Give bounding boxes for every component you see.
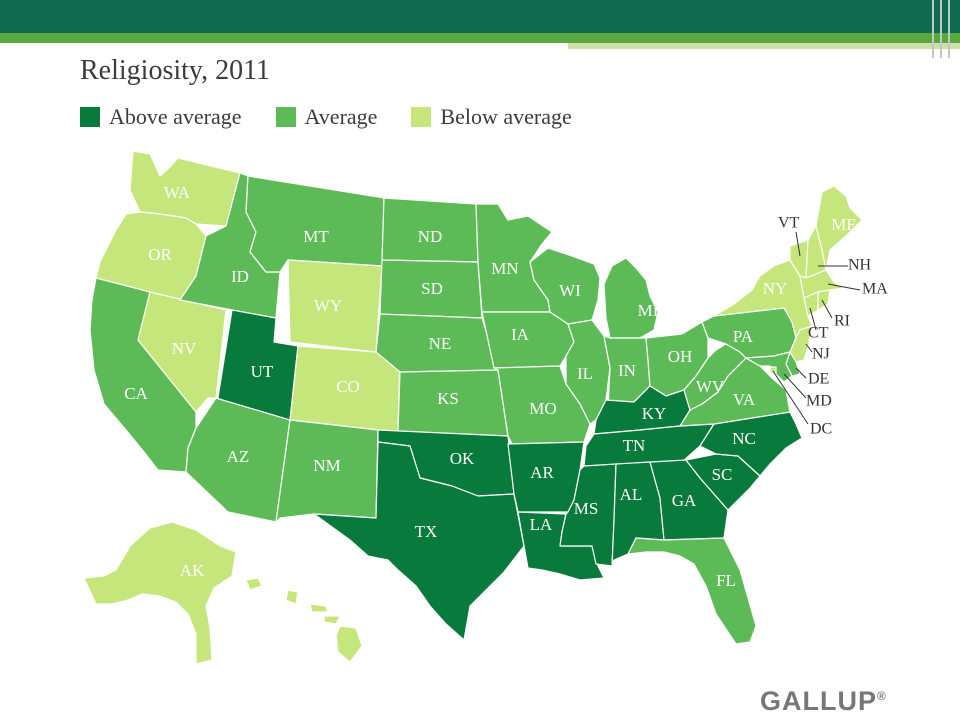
state-label-CA: CA xyxy=(124,384,148,403)
state-ME[interactable] xyxy=(815,185,863,271)
state-label-DC: DC xyxy=(810,421,832,438)
legend-item-below: Below average xyxy=(411,104,572,130)
state-label-RI: RI xyxy=(834,313,850,330)
state-label-FL: FL xyxy=(716,571,736,590)
state-AK[interactable] xyxy=(83,521,237,665)
state-label-AR: AR xyxy=(530,463,554,482)
state-label-MI: MI xyxy=(638,301,659,320)
state-label-AL: AL xyxy=(620,485,643,504)
legend-swatch-below xyxy=(411,107,432,127)
state-label-OR: OR xyxy=(148,245,172,264)
leader-DE xyxy=(795,367,807,379)
state-MO[interactable] xyxy=(493,365,591,445)
state-label-NM: NM xyxy=(313,456,340,475)
state-label-MO: MO xyxy=(529,399,556,418)
state-label-MS: MS xyxy=(574,499,599,518)
leader-VT xyxy=(795,231,801,257)
state-label-UT: UT xyxy=(251,362,274,381)
leader-DC xyxy=(772,370,809,425)
state-label-ND: ND xyxy=(418,227,443,246)
state-HI[interactable] xyxy=(245,577,363,663)
state-label-NE: NE xyxy=(429,334,452,353)
state-label-TX: TX xyxy=(415,522,438,541)
state-label-WA: WA xyxy=(164,183,191,202)
state-label-WV: WV xyxy=(696,377,725,396)
leader-MD xyxy=(783,373,807,399)
state-label-VA: VA xyxy=(733,390,756,409)
state-label-MA: MA xyxy=(862,281,888,298)
leader-RI xyxy=(821,299,833,319)
state-DC[interactable] xyxy=(769,366,777,374)
state-label-IN: IN xyxy=(618,361,636,380)
state-label-CO: CO xyxy=(336,377,360,396)
state-TX[interactable] xyxy=(313,441,525,641)
state-label-NC: NC xyxy=(732,429,756,448)
header-bar xyxy=(0,0,960,33)
logo-text: GALLUP xyxy=(760,686,877,716)
state-label-KY: KY xyxy=(642,404,667,423)
state-label-ME: ME xyxy=(831,215,857,234)
state-IL[interactable] xyxy=(565,319,611,425)
state-label-VT: VT xyxy=(778,215,800,232)
state-RI[interactable] xyxy=(817,289,831,311)
state-NV[interactable] xyxy=(137,291,227,413)
registered-mark: ® xyxy=(877,689,887,703)
state-label-NJ: NJ xyxy=(812,346,830,363)
legend-label-above: Above average xyxy=(109,104,242,129)
state-label-KS: KS xyxy=(437,389,459,408)
state-label-SD: SD xyxy=(421,279,443,298)
state-label-IA: IA xyxy=(511,325,530,344)
accent-stripe xyxy=(0,33,960,43)
legend-item-above: Above average xyxy=(80,104,242,130)
state-label-TN: TN xyxy=(623,436,646,455)
state-label-MN: MN xyxy=(491,259,518,278)
corner-line xyxy=(948,0,950,58)
map-title: Religiosity, 2011 xyxy=(80,55,271,86)
state-label-NV: NV xyxy=(172,339,197,358)
state-label-HI: HI xyxy=(306,638,322,654)
state-label-ID: ID xyxy=(231,267,249,286)
legend: Above average Average Below average xyxy=(80,104,606,130)
state-label-MT: MT xyxy=(303,227,329,246)
state-MI[interactable] xyxy=(603,257,659,339)
state-label-AK: AK xyxy=(180,561,205,580)
legend-label-average: Average xyxy=(304,104,378,129)
legend-swatch-average xyxy=(275,107,296,127)
state-label-WY: WY xyxy=(314,296,342,315)
state-label-IL: IL xyxy=(577,364,593,383)
state-label-NY: NY xyxy=(763,279,788,298)
state-label-PA: PA xyxy=(733,327,754,346)
state-NC[interactable] xyxy=(699,411,803,477)
state-label-NH: NH xyxy=(848,257,872,274)
state-label-WI: WI xyxy=(559,281,581,300)
accent-stripe-light xyxy=(568,43,960,49)
leader-CT xyxy=(809,307,817,331)
legend-label-below: Below average xyxy=(440,104,572,129)
gallup-logo: GALLUP® xyxy=(760,686,887,717)
state-label-LA: LA xyxy=(530,515,553,534)
state-label-OK: OK xyxy=(450,449,475,468)
state-label-AZ: AZ xyxy=(227,447,250,466)
state-MT[interactable] xyxy=(245,175,385,273)
state-label-MD: MD xyxy=(806,393,832,410)
state-FL[interactable] xyxy=(627,537,757,645)
legend-swatch-above xyxy=(80,107,100,127)
state-label-SC: SC xyxy=(712,465,733,484)
corner-line xyxy=(940,0,942,58)
corner-line xyxy=(932,0,934,58)
state-label-CT: CT xyxy=(808,325,829,342)
state-label-GA: GA xyxy=(672,491,697,510)
leader-MA xyxy=(827,283,861,291)
leader-NJ xyxy=(805,343,813,353)
state-label-OH: OH xyxy=(668,347,693,366)
state-label-DE: DE xyxy=(808,371,829,388)
legend-item-average: Average xyxy=(275,104,378,130)
